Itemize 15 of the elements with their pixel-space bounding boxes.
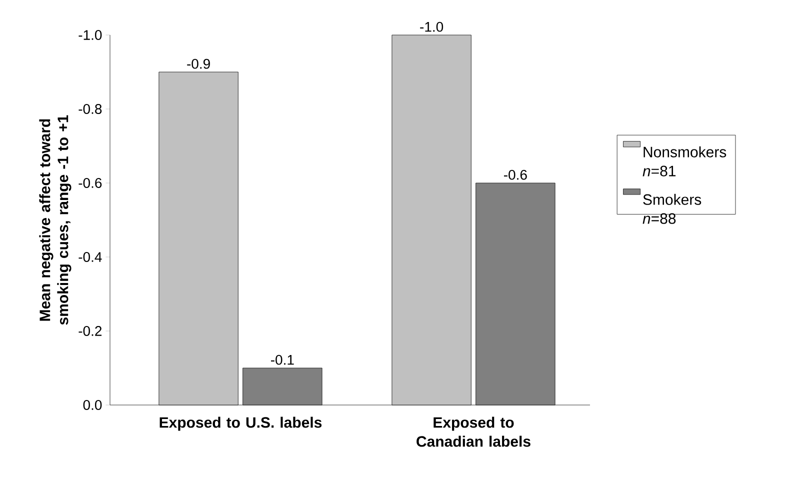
y-tick-label: -0.4	[78, 252, 102, 262]
y-tick-label: -0.6	[78, 178, 102, 188]
y-tick-label: -0.8	[78, 104, 102, 114]
y-tick-label: -1.0	[78, 30, 102, 40]
legend-label: Nonsmokers n=81	[642, 146, 726, 176]
y-axis-title: Mean negative affect toward smoking cues, range -1 to +1	[39, 115, 72, 325]
data-label: -0.6	[504, 170, 527, 180]
legend-label: Smokers n=88	[642, 194, 702, 224]
data-label: -0.9	[187, 58, 210, 69]
y-tick-label: -0.2	[78, 326, 102, 336]
x-tick-label: Exposed to U.S. labels	[160, 416, 322, 431]
x-tick-label: Exposed to Canadian labels	[416, 416, 530, 447]
data-label: -0.1	[270, 354, 294, 365]
data-label: -1.0	[420, 22, 444, 32]
y-tick-label: 0.0	[83, 400, 102, 410]
